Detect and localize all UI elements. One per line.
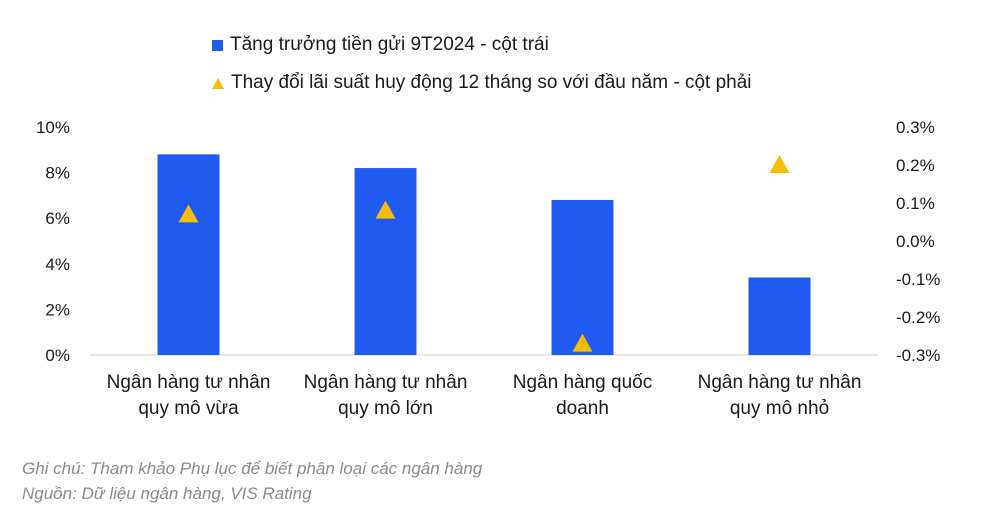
legend-triangle-swatch [212,77,224,89]
legend-item-deposit-growth: Tăng trưởng tiền gửi 9T2024 - cột trái [212,34,549,56]
bar [157,154,220,355]
y-left-tick-label: 6% [45,209,70,228]
x-category-label: quy mô lớn [338,398,433,419]
triangle-marker [769,155,790,173]
x-category-label: doanh [556,398,609,419]
y-right-tick-label: -0.2% [896,308,940,327]
y-right-tick-label: 0.1% [896,194,935,213]
x-category-label: quy mô nhỏ [730,398,829,419]
legend-label-deposit-growth: Tăng trưởng tiền gửi 9T2024 - cột trái [230,34,549,55]
chart-notes: Ghi chú: Tham khảo Phụ lục để biết phân … [22,456,482,506]
bar [551,199,614,355]
note-text: Ghi chú: Tham khảo Phụ lục để biết phân … [22,459,483,478]
legend-bar-swatch [212,39,223,51]
y-left-tick-label: 0% [45,346,70,365]
legend-item-rate-change: Thay đổi lãi suất huy động 12 tháng so v… [212,72,752,94]
x-category-label: quy mô vừa [138,398,239,419]
x-category-label: Ngân hàng tư nhân [107,372,271,393]
triangle-marker [375,200,396,219]
y-left-tick-label: 2% [45,300,70,319]
triangle-marker [572,333,593,352]
x-category-label: Ngân hàng tư nhân [304,372,468,393]
bar [748,277,811,355]
y-left-tick-label: 4% [45,255,70,274]
y-right-tick-label: -0.1% [896,270,940,289]
x-category-label: Ngân hàng tư nhân [698,372,862,393]
y-right-tick-label: 0.2% [896,156,935,175]
bar [354,168,417,355]
source-text: Nguồn: Dữ liệu ngân hàng, VIS Rating [22,484,312,503]
y-right-tick-label: -0.3% [896,346,940,365]
y-right-tick-label: 0.0% [896,232,935,251]
legend-label-rate-change: Thay đổi lãi suất huy động 12 tháng so v… [231,72,752,93]
triangle-marker [178,204,199,223]
y-right-tick-label: 0.3% [896,118,935,137]
x-category-label: Ngân hàng quốc [513,372,652,393]
combo-chart: 0% 2% 4% 6% 8% 10% -0.3% -0.2% -0.1% 0.0% 0.1% 0.2%… [36,118,940,419]
y-left-tick-label: 8% [45,164,70,183]
y-left-tick-label: 10% [36,118,70,137]
